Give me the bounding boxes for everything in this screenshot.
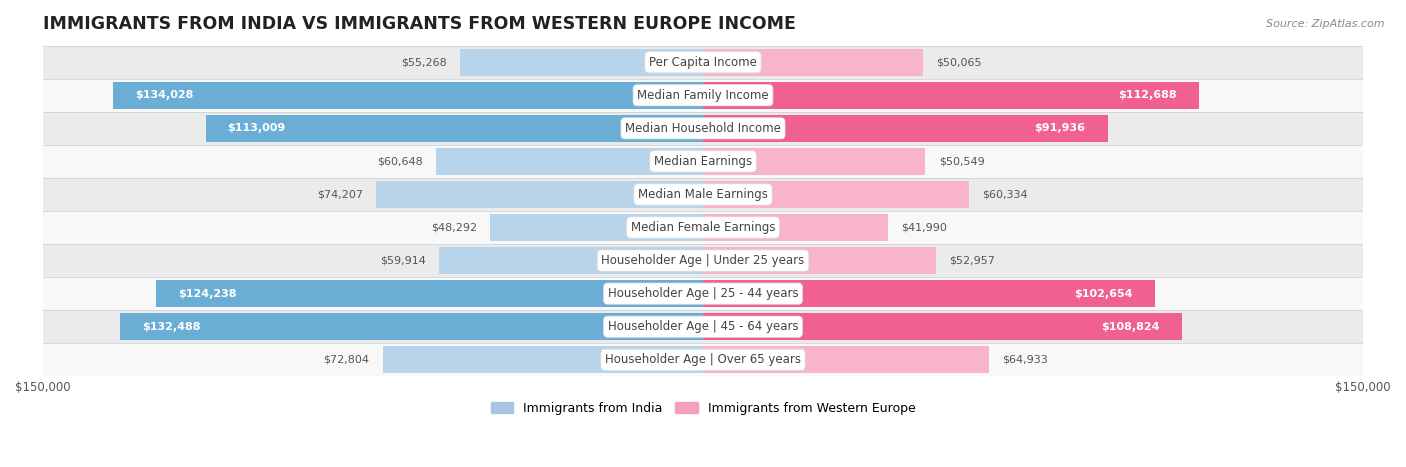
Bar: [460, 49, 703, 76]
Text: Householder Age | 45 - 64 years: Householder Age | 45 - 64 years: [607, 320, 799, 333]
Bar: [703, 280, 1154, 307]
Text: Median Earnings: Median Earnings: [654, 155, 752, 168]
Text: $52,957: $52,957: [949, 255, 995, 266]
Bar: [42, 343, 1364, 376]
Bar: [42, 178, 1364, 211]
Text: Median Female Earnings: Median Female Earnings: [631, 221, 775, 234]
Bar: [703, 214, 887, 241]
Bar: [703, 313, 1182, 340]
Bar: [703, 148, 925, 175]
Text: Median Family Income: Median Family Income: [637, 89, 769, 102]
Text: Median Male Earnings: Median Male Earnings: [638, 188, 768, 201]
Bar: [42, 145, 1364, 178]
Bar: [156, 280, 703, 307]
Text: $64,933: $64,933: [1002, 355, 1047, 365]
Text: Householder Age | Under 25 years: Householder Age | Under 25 years: [602, 254, 804, 267]
Bar: [382, 346, 703, 373]
Bar: [703, 82, 1199, 109]
Bar: [42, 112, 1364, 145]
Legend: Immigrants from India, Immigrants from Western Europe: Immigrants from India, Immigrants from W…: [485, 396, 921, 420]
Text: $134,028: $134,028: [135, 90, 194, 100]
Bar: [42, 79, 1364, 112]
Bar: [120, 313, 703, 340]
Text: Householder Age | Over 65 years: Householder Age | Over 65 years: [605, 353, 801, 366]
Text: $132,488: $132,488: [142, 322, 201, 332]
Text: $113,009: $113,009: [228, 123, 285, 133]
Text: $60,334: $60,334: [981, 190, 1028, 199]
Text: $60,648: $60,648: [377, 156, 423, 166]
Bar: [42, 310, 1364, 343]
Text: Per Capita Income: Per Capita Income: [650, 56, 756, 69]
Text: $41,990: $41,990: [901, 222, 946, 233]
Text: $102,654: $102,654: [1074, 289, 1133, 298]
Bar: [205, 115, 703, 142]
Bar: [112, 82, 703, 109]
Bar: [703, 49, 924, 76]
Text: $74,207: $74,207: [318, 190, 363, 199]
Text: $91,936: $91,936: [1035, 123, 1085, 133]
Text: $50,065: $50,065: [936, 57, 981, 67]
Bar: [42, 244, 1364, 277]
Text: Median Household Income: Median Household Income: [626, 122, 780, 135]
Bar: [436, 148, 703, 175]
Bar: [703, 181, 969, 208]
Text: $72,804: $72,804: [323, 355, 370, 365]
Bar: [703, 247, 936, 274]
Text: Householder Age | 25 - 44 years: Householder Age | 25 - 44 years: [607, 287, 799, 300]
Text: $50,549: $50,549: [939, 156, 984, 166]
Text: IMMIGRANTS FROM INDIA VS IMMIGRANTS FROM WESTERN EUROPE INCOME: IMMIGRANTS FROM INDIA VS IMMIGRANTS FROM…: [42, 15, 796, 33]
Bar: [491, 214, 703, 241]
Text: $48,292: $48,292: [432, 222, 477, 233]
Bar: [703, 115, 1108, 142]
Text: Source: ZipAtlas.com: Source: ZipAtlas.com: [1267, 19, 1385, 28]
Text: $59,914: $59,914: [380, 255, 426, 266]
Text: $108,824: $108,824: [1101, 322, 1160, 332]
Bar: [377, 181, 703, 208]
Bar: [703, 346, 988, 373]
Bar: [439, 247, 703, 274]
Text: $112,688: $112,688: [1118, 90, 1177, 100]
Bar: [42, 46, 1364, 79]
Text: $55,268: $55,268: [401, 57, 447, 67]
Bar: [42, 211, 1364, 244]
Bar: [42, 277, 1364, 310]
Text: $124,238: $124,238: [179, 289, 236, 298]
